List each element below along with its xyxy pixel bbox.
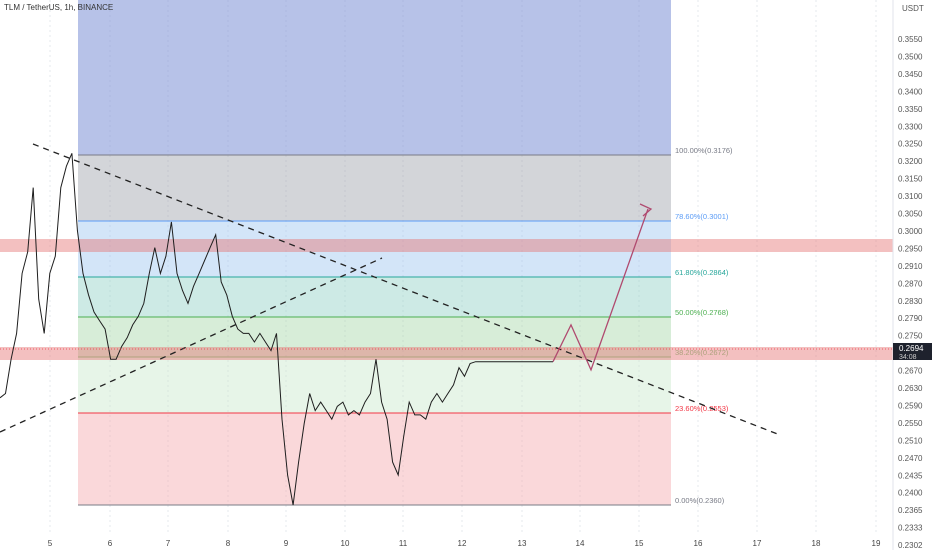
chart-title: TLM / TetherUS, 1h, BINANCE [4, 3, 114, 12]
y-tick-label: 0.3500 [898, 52, 923, 61]
fib-level-label: 50.00%(0.2768) [675, 308, 729, 317]
y-tick-label: 0.3550 [898, 35, 923, 44]
currency-label: USDT [902, 4, 924, 13]
price-axis[interactable]: 0.3550 0.3500 0.3450 0.3400 0.3350 0.3300 0.32… [892, 0, 932, 550]
grid [49, 0, 877, 535]
x-tick-label: 10 [341, 539, 350, 548]
fibonacci-retracement: 100.00%(0.3176) 78.60%(0.3001) 61.80%(0.28… [78, 146, 733, 506]
y-tick-label: 0.2790 [898, 314, 923, 323]
y-tick-label: 0.3400 [898, 87, 923, 96]
support-zone [0, 347, 893, 360]
y-tick-label: 0.3350 [898, 105, 923, 114]
y-tick-label: 0.2630 [898, 384, 923, 393]
descending-trendline [32, 143, 781, 436]
y-tick-label: 0.3150 [898, 175, 923, 184]
fib-level-label: 61.80%(0.2864) [675, 268, 729, 277]
y-tick-label: 0.2470 [898, 454, 923, 463]
y-tick-label: 0.2870 [898, 279, 923, 288]
x-tick-label: 13 [518, 539, 527, 548]
fib-level-label: 38.20%(0.2672) [675, 348, 729, 357]
y-tick-label: 0.3050 [898, 210, 923, 219]
last-price-value: 0.2694 [899, 344, 924, 353]
y-tick-label: 0.2510 [898, 436, 923, 445]
x-tick-label: 7 [166, 539, 171, 548]
y-tick-label: 0.2910 [898, 262, 923, 271]
y-tick-label: 0.2590 [898, 401, 923, 410]
y-tick-label: 0.2302 [898, 541, 923, 550]
x-tick-label: 8 [226, 539, 231, 548]
arrow-head [639, 203, 653, 217]
time-axis[interactable]: 5 6 7 8 9 10 11 12 13 14 15 16 17 18 19 [48, 539, 881, 548]
fib-level-label: 100.00%(0.3176) [675, 146, 733, 155]
resistance-zone [0, 239, 893, 252]
y-tick-label: 0.2435 [898, 471, 923, 480]
x-tick-label: 18 [812, 539, 821, 548]
x-tick-label: 12 [458, 539, 467, 548]
x-tick-label: 16 [694, 539, 703, 548]
x-tick-label: 17 [753, 539, 762, 548]
fib-band [78, 277, 671, 317]
y-tick-label: 0.2333 [898, 524, 923, 533]
price-line [0, 153, 553, 506]
fib-band [78, 317, 671, 357]
countdown-value: 34:08 [899, 354, 917, 361]
y-tick-label: 0.2670 [898, 367, 923, 376]
last-price-badge [893, 343, 932, 360]
y-tick-label: 0.2365 [898, 506, 923, 515]
x-tick-label: 19 [872, 539, 881, 548]
y-tick-label: 0.3100 [898, 192, 923, 201]
y-tick-label: 0.2400 [898, 489, 923, 498]
y-tick-label: 0.3450 [898, 70, 923, 79]
fib-band [78, 155, 671, 221]
fib-level-label: 23.60%(0.2553) [675, 404, 729, 413]
x-tick-label: 6 [108, 539, 113, 548]
y-tick-label: 0.3300 [898, 122, 923, 131]
fib-level-label: 78.60%(0.3001) [675, 212, 729, 221]
ascending-trendline [0, 257, 383, 433]
fib-level-label: 0.00%(0.2360) [675, 496, 725, 505]
y-tick-label: 0.3000 [898, 227, 923, 236]
x-tick-label: 15 [635, 539, 644, 548]
y-tick-label: 0.2830 [898, 297, 923, 306]
y-tick-label: 0.2750 [898, 332, 923, 341]
x-tick-label: 11 [399, 539, 408, 548]
y-tick-label: 0.3200 [898, 157, 923, 166]
y-tick-label: 0.3250 [898, 140, 923, 149]
y-tick-label: 0.2550 [898, 419, 923, 428]
x-tick-label: 5 [48, 539, 53, 548]
x-tick-label: 9 [284, 539, 289, 548]
fib-band [78, 413, 671, 505]
projection-arrow [552, 208, 649, 372]
projection-zone [78, 0, 671, 155]
x-tick-label: 14 [576, 539, 585, 548]
y-tick-label: 0.2950 [898, 244, 923, 253]
